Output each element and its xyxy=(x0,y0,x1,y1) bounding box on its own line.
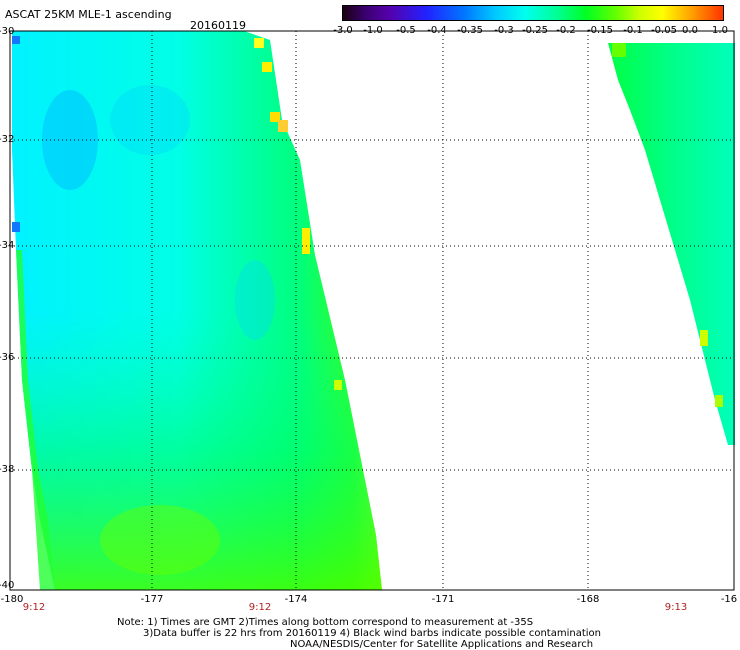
colorbar xyxy=(342,5,724,21)
map-title: ASCAT 25KM MLE-1 ascending xyxy=(5,8,172,21)
east-swath xyxy=(608,43,735,445)
lat-label: -38 xyxy=(0,464,15,475)
time-label: 9:12 xyxy=(248,602,272,613)
lon-label: -180 xyxy=(0,594,24,605)
note-line-2: 3)Data buffer is 22 hrs from 20160119 4)… xyxy=(143,628,601,639)
note-line-3: NOAA/NESDIS/Center for Satellite Applica… xyxy=(290,639,594,650)
lat-label: -32 xyxy=(0,134,15,145)
lon-label: -177 xyxy=(140,594,164,605)
lat-label: -36 xyxy=(0,352,15,363)
west-swath xyxy=(12,31,382,590)
lon-label: -171 xyxy=(431,594,455,605)
lat-label: -34 xyxy=(0,240,15,251)
lon-label: -168 xyxy=(576,594,600,605)
lon-label: -16 xyxy=(720,594,738,605)
graticule xyxy=(10,31,734,590)
note-line-1: Note: 1) Times are GMT 2)Times along bot… xyxy=(117,617,534,628)
lat-label: -40 xyxy=(0,580,15,591)
map-date: 20160119 xyxy=(190,19,246,32)
map-frame xyxy=(9,30,735,591)
time-label: 9:12 xyxy=(22,602,46,613)
lat-label: -30 xyxy=(0,26,15,37)
lon-label: -174 xyxy=(284,594,308,605)
time-label: 9:13 xyxy=(664,602,688,613)
